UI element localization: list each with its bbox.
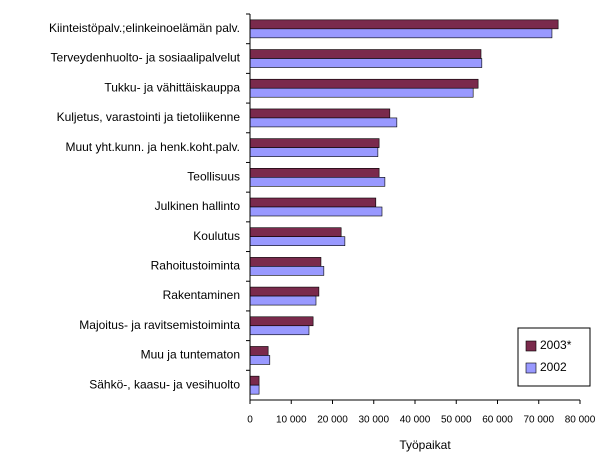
legend-label: 2002: [540, 360, 567, 374]
x-tick-label: 40 000: [400, 415, 431, 426]
bar: [249, 355, 271, 365]
x-tick-label: 60 000: [482, 415, 513, 426]
bar: [249, 375, 260, 386]
bar: [249, 168, 380, 178]
x-tick-label: 10 000: [276, 415, 307, 426]
bar: [249, 227, 342, 237]
bar: [249, 206, 383, 217]
bar: [249, 58, 483, 68]
bar: [249, 78, 479, 89]
bar: [249, 197, 377, 208]
bar: [249, 49, 482, 59]
y-tick-label: Teollisuus: [187, 169, 240, 183]
legend-swatch: [525, 362, 537, 374]
y-tick-label: Terveydenhuolto- ja sosiaalipalvelut: [51, 51, 241, 65]
x-tick-label: 30 000: [358, 415, 389, 426]
bar: [249, 19, 559, 30]
legend-label: 2003*: [540, 338, 572, 352]
x-tick-label: 20 000: [317, 415, 348, 426]
bar: [249, 117, 398, 128]
x-axis-label: Työpaikat: [399, 438, 451, 452]
bar: [249, 316, 314, 327]
legend-box: [517, 327, 591, 387]
bar: [249, 108, 391, 119]
bar: [249, 147, 379, 157]
y-tick-label: Sähkö-, kaasu- ja vesihuolto: [89, 377, 240, 391]
bar: [249, 266, 325, 276]
y-tick-label: Kiinteistöpalv.;elinkeinoelämän palv.: [49, 21, 240, 35]
bar: [249, 346, 269, 356]
legend-swatch: [525, 340, 537, 352]
bar: [249, 138, 380, 148]
y-tick-label: Muu ja tuntematon: [141, 348, 240, 362]
bar: [249, 295, 317, 306]
x-tick-label: 0: [247, 415, 253, 426]
bar: [249, 236, 346, 246]
bar: [249, 384, 260, 395]
y-tick-label: Rakentaminen: [163, 288, 240, 302]
x-tick-label: 80 000: [565, 415, 596, 426]
x-tick-label: 70 000: [523, 415, 554, 426]
x-tick-label: 50 000: [441, 415, 472, 426]
bar: [249, 286, 320, 297]
y-tick-label: Rahoitustoiminta: [151, 259, 241, 273]
bar: [249, 325, 310, 336]
y-tick-label: Muut yht.kunn. ja henk.koht.palv.: [65, 140, 240, 154]
y-tick-label: Koulutus: [193, 229, 240, 243]
y-tick-label: Julkinen hallinto: [155, 199, 241, 213]
bar: [249, 28, 553, 39]
y-tick-label: Kuljetus, varastointi ja tietoliikenne: [57, 110, 241, 124]
bar: [249, 177, 386, 187]
y-tick-label: Majoitus- ja ravitsemistoiminta: [79, 318, 240, 332]
bar: [249, 257, 322, 267]
y-tick-label: Tukku- ja vähittäiskauppa: [104, 80, 240, 94]
bar: [249, 87, 474, 98]
